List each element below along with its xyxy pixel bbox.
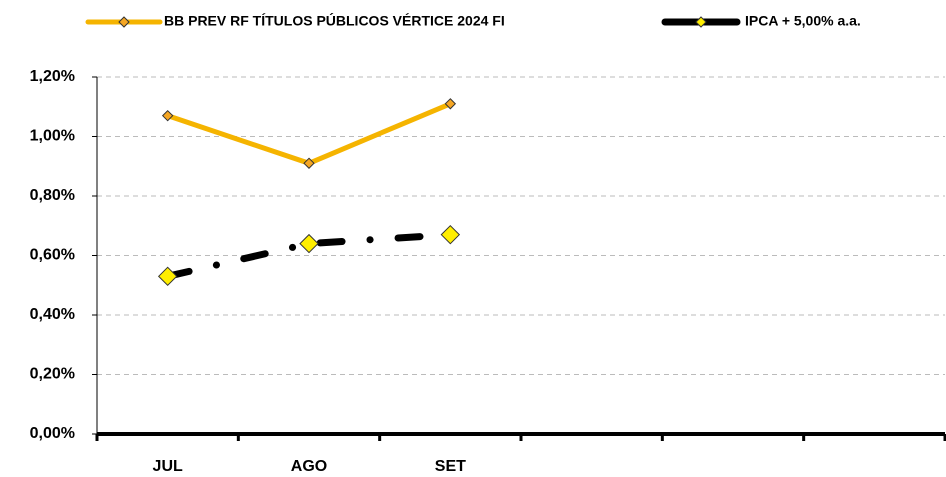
y-tick-label: 1,00% — [30, 128, 75, 145]
data-point — [157, 266, 178, 287]
y-tick-label: 0,60% — [30, 247, 75, 264]
y-tick-label: 0,80% — [30, 187, 75, 204]
data-point — [440, 224, 461, 245]
data-point — [161, 109, 174, 122]
data-point — [299, 233, 319, 254]
y-tick-label: 0,40% — [30, 306, 75, 323]
legend-label: BB PREV RF TÍTULOS PÚBLICOS VÉRTICE 2024… — [164, 12, 505, 29]
x-tick-label: AGO — [291, 458, 327, 475]
y-tick-label: 1,20% — [30, 68, 75, 85]
legend-item: BB PREV RF TÍTULOS PÚBLICOS VÉRTICE 2024… — [85, 12, 505, 29]
series-line — [166, 101, 452, 166]
data-point — [303, 157, 315, 169]
x-tick-label: JUL — [153, 458, 183, 475]
legend-label: IPCA + 5,00% a.a. — [745, 13, 861, 29]
x-tick-label: SET — [435, 458, 466, 475]
y-tick-label: 0,20% — [30, 366, 75, 383]
legend-marker — [118, 16, 130, 28]
data-point — [444, 98, 457, 110]
legend-item: IPCA + 5,00% a.a. — [661, 13, 861, 29]
legend-marker — [695, 16, 707, 28]
y-tick-label: 0,00% — [30, 425, 75, 442]
series-line — [164, 231, 454, 280]
